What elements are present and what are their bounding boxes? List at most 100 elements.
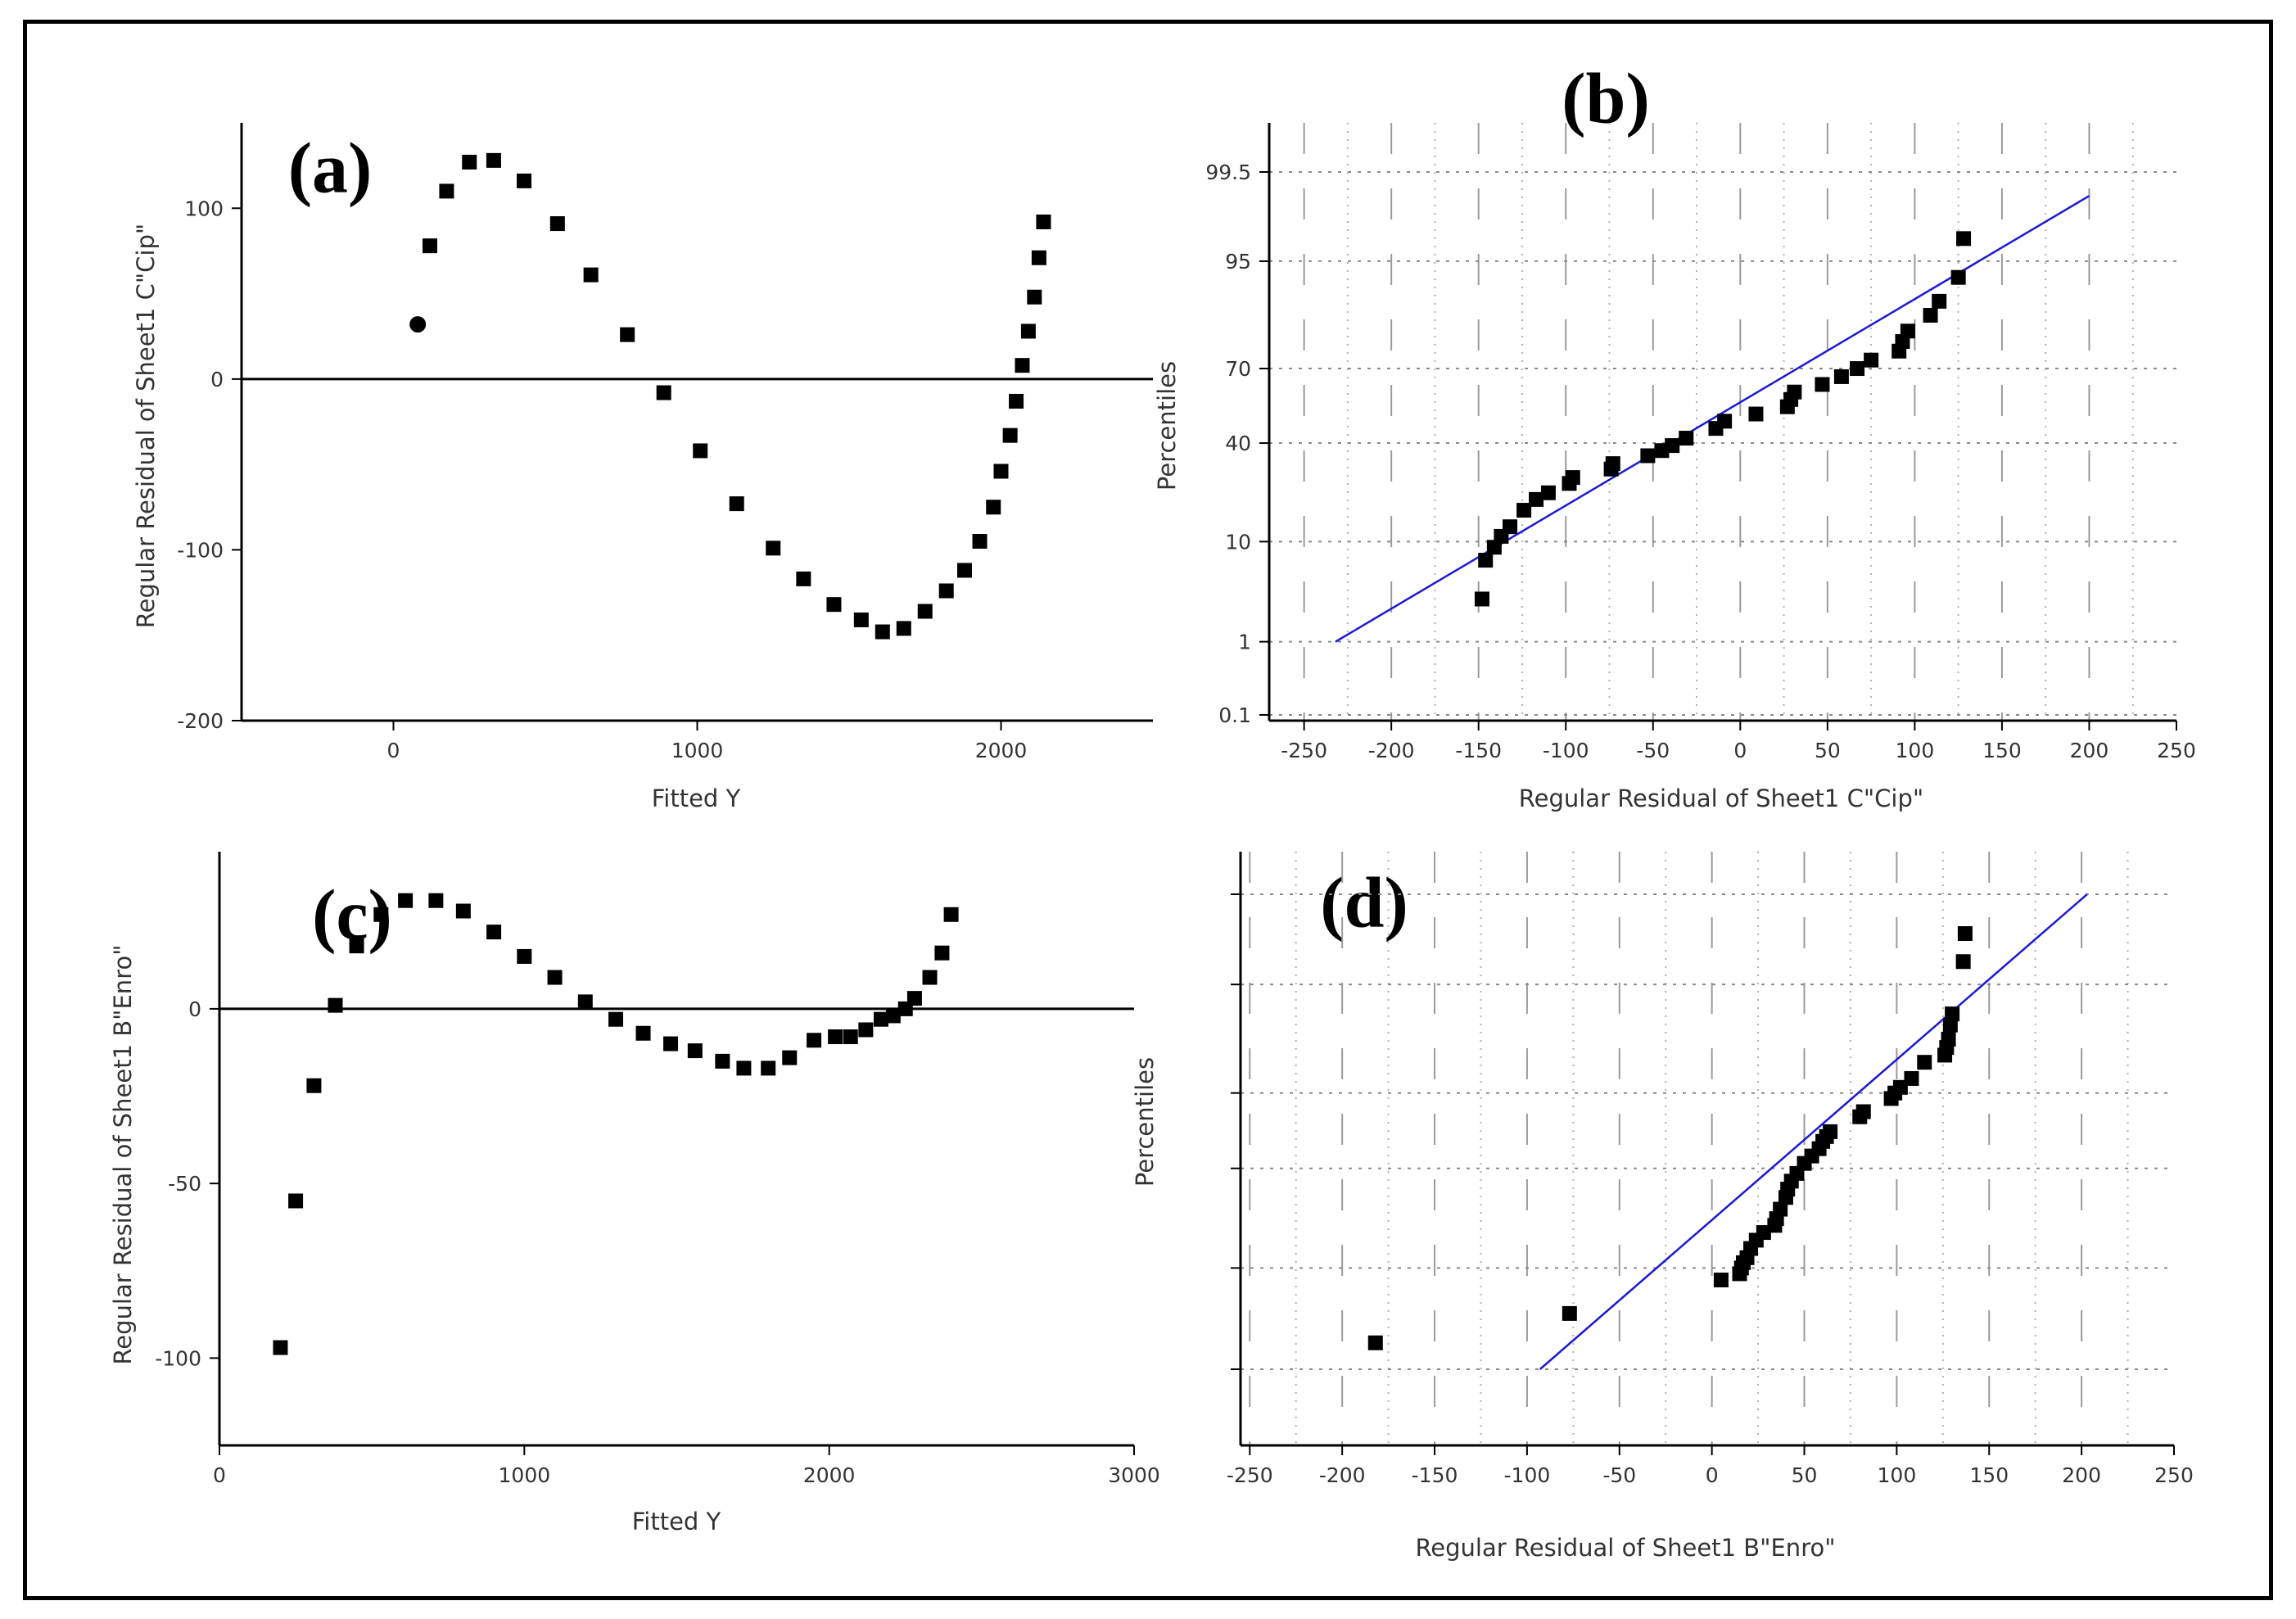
data-point (1917, 1055, 1932, 1070)
data-point (1957, 926, 1973, 942)
y-ticks (1231, 893, 1241, 1370)
data-point (1009, 393, 1024, 409)
data-point (1640, 448, 1656, 464)
y-tick-label: -100 (155, 1346, 201, 1370)
data-point (1941, 1031, 1956, 1047)
fit-line (1539, 893, 2088, 1370)
data-points (409, 152, 1051, 640)
data-point (547, 970, 563, 985)
x-tick-label: -250 (1227, 1463, 1273, 1487)
data-point (1562, 1305, 1577, 1321)
data-point (687, 1043, 703, 1059)
data-point (1932, 293, 1947, 309)
y-axis-title: Percentiles (1153, 361, 1181, 491)
data-point (273, 1340, 288, 1355)
data-point (1665, 438, 1680, 454)
data-point (1529, 491, 1544, 507)
data-point (1478, 553, 1494, 568)
x-tick-label: 2000 (803, 1463, 856, 1487)
data-point (1904, 1070, 1919, 1086)
y-ticks: -100 -50 0 (155, 997, 219, 1370)
y-ticks: -200 -100 0 100 (177, 197, 242, 733)
x-tick-label: 50 (1792, 1463, 1818, 1487)
x-tick-label: 0 (387, 739, 400, 762)
x-tick-label: 100 (1896, 739, 1935, 762)
x-tick-label: 1000 (499, 1463, 551, 1487)
data-point (439, 183, 454, 199)
x-tick-label: -200 (1368, 739, 1415, 762)
data-point (635, 1025, 651, 1041)
data-points (1474, 231, 1972, 607)
y-tick-label: 0.1 (1218, 703, 1251, 727)
data-point (517, 948, 532, 964)
data-point (906, 991, 922, 1006)
panel-a: (a) 0 1000 2000 -200 -100 0 100 Fitted Y Regular … (132, 123, 1153, 812)
data-point (1900, 323, 1915, 339)
data-point (1679, 431, 1694, 446)
data-point (766, 540, 781, 556)
x-tick-label: -250 (1281, 739, 1327, 762)
data-point (620, 327, 635, 342)
data-point (583, 267, 599, 283)
data-point (796, 571, 811, 586)
y-tick-label: -200 (177, 709, 224, 733)
x-tick-label: -100 (1504, 1463, 1551, 1487)
data-point (993, 464, 1009, 479)
figure-frame (23, 20, 2273, 1600)
data-point (1956, 231, 1972, 246)
data-point (455, 903, 471, 919)
data-point (1923, 307, 1938, 323)
data-point (328, 997, 343, 1013)
x-ticks: -250 -200 -150 -100 -50 0 50 100 150 200 250 (1227, 1445, 2194, 1487)
data-point (896, 621, 911, 636)
data-point (729, 496, 744, 512)
data-point (875, 624, 890, 640)
y-axis-title: Percentiles (1131, 1057, 1159, 1187)
data-point (1516, 503, 1532, 518)
y-tick-label: 99.5 (1205, 161, 1251, 184)
data-point (1850, 361, 1865, 377)
x-tick-label: 100 (1878, 1463, 1917, 1487)
x-ticks: 0 1000 2000 (387, 721, 1028, 762)
data-point (1950, 269, 1966, 285)
data-point (1027, 289, 1042, 305)
x-tick-label: 2000 (975, 739, 1028, 762)
data-point (1713, 1272, 1729, 1287)
data-point (826, 597, 842, 613)
panel-label: (a) (288, 129, 373, 209)
data-point (938, 583, 954, 599)
data-point (1020, 323, 1036, 339)
data-point (1717, 414, 1733, 429)
y-tick-label: 1 (1238, 631, 1251, 654)
data-point (917, 604, 933, 619)
data-point (1474, 591, 1489, 607)
data-point (1945, 1006, 1960, 1022)
data-point (943, 907, 959, 922)
data-point (858, 1022, 874, 1038)
panel-d: (d) -250 -200 -150 -100 -50 0 50 100 150 200 250 Reg… (1131, 852, 2194, 1562)
data-points (273, 893, 959, 1355)
y-tick-label: 95 (1225, 250, 1251, 274)
data-point (608, 1011, 624, 1027)
data-point (349, 938, 364, 954)
x-tick-label: -100 (1543, 739, 1589, 762)
data-point (828, 1029, 843, 1045)
data-point (715, 1053, 730, 1069)
data-point (549, 216, 565, 232)
data-point (1540, 485, 1556, 500)
data-point (517, 173, 532, 188)
data-point (885, 1008, 901, 1024)
data-point (1748, 406, 1764, 422)
data-point (462, 154, 477, 170)
data-point (1815, 377, 1830, 392)
data-point (663, 1036, 679, 1051)
data-point (1503, 519, 1518, 535)
data-point (843, 1029, 858, 1045)
y-ticks: 0.1 1 10 40 70 95 99.5 (1205, 161, 1269, 727)
x-tick-label: 250 (2157, 739, 2196, 762)
grid (1269, 123, 2176, 721)
data-point (1756, 1225, 1771, 1241)
x-tick-label: 200 (2070, 739, 2109, 762)
data-point (934, 945, 950, 961)
